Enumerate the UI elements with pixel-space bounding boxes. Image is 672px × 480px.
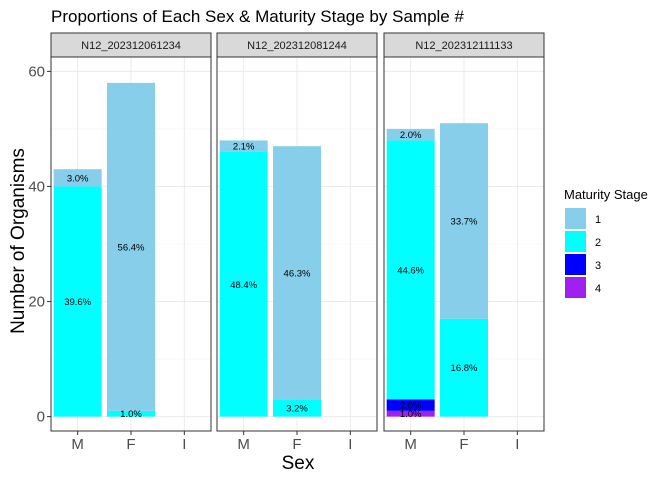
facet-strip-label: N12_202312081244 (247, 40, 347, 52)
bar-segment (386, 410, 435, 417)
bar-segment (386, 399, 435, 411)
bar-segment (107, 82, 155, 411)
bar-data-label: 3.2% (286, 403, 308, 414)
bar-data-label: 2.1% (233, 142, 255, 153)
legend-key-label: 3 (595, 260, 601, 272)
bar-segment (440, 123, 488, 319)
x-tick-label: M (237, 436, 250, 453)
x-tick-label: M (404, 436, 417, 453)
bar-segment (219, 151, 268, 417)
facet-strip (50, 32, 212, 58)
x-tick-label: F (459, 436, 468, 453)
bar-segment (107, 410, 155, 417)
bar-data-label: 2.0% (400, 401, 422, 412)
facet-strip (383, 32, 545, 58)
y-tick-label: 20 (28, 294, 45, 311)
bar-segment (53, 169, 102, 187)
legend-key-swatch (565, 231, 586, 252)
facet-panel: N12_202312081244 48.4% 2.1% 3.2% 46.3% M F I (216, 32, 378, 453)
x-tick-label: I (348, 436, 352, 453)
legend: Maturity Stage 1 2 3 4 (564, 187, 648, 298)
facet-strip-label: N12_202312111133 (415, 40, 512, 52)
bar-data-label: 3.0% (67, 173, 89, 184)
legend-key-swatch (565, 254, 586, 275)
bar-data-label: 1.0% (400, 409, 422, 420)
facet-panel: N12_2023121111331.0%2.0%44.6%2.0%16.8%33… (383, 32, 545, 453)
bar-data-label: 48.4% (230, 280, 257, 291)
y-tick-label: 60 (28, 63, 45, 80)
x-axis-title: Sex (282, 453, 315, 474)
legend-key-label: 2 (595, 237, 601, 249)
bar-data-label: 56.4% (118, 242, 145, 253)
bar-segment (273, 399, 321, 417)
bar-data-label: 16.8% (451, 363, 478, 374)
legend-keys: 1 2 3 4 (565, 208, 601, 298)
bar-segment (440, 318, 488, 417)
bar-data-label: 1.0% (120, 409, 142, 420)
x-tick-label: F (126, 436, 135, 453)
facet-panels: 0 20 40 60 N12_202312061234 39.6% 3.0% 1.0% 56.4… (28, 32, 545, 453)
x-tick-label: I (515, 436, 519, 453)
bar-data-label: 33.7% (451, 216, 478, 227)
bar-segment (53, 186, 102, 417)
bar-segment (219, 140, 268, 152)
y-axis-title: Number of Organisms (8, 148, 29, 334)
x-tick-label: I (182, 436, 186, 453)
bar-data-label: 46.3% (284, 268, 311, 279)
y-tick-label: 40 (28, 178, 45, 195)
legend-title: Maturity Stage (564, 187, 648, 202)
x-tick-label: M (71, 436, 84, 453)
bar-segment (273, 146, 321, 400)
bar-segment (386, 128, 435, 141)
y-tick-label: 0 (37, 409, 45, 426)
bar-data-label: 44.6% (397, 265, 424, 276)
bar-data-label: 2.0% (400, 130, 422, 141)
facet-strip-label: N12_202312061234 (81, 40, 181, 52)
x-tick-label: F (292, 436, 301, 453)
legend-key-swatch (565, 208, 586, 229)
bar-segment (386, 140, 435, 400)
legend-key-label: 1 (595, 214, 601, 226)
legend-key-swatch (565, 277, 586, 298)
legend-key-label: 4 (595, 283, 601, 295)
facet-panel: N12_202312061234 39.6% 3.0% 1.0% 56.4% M F I (50, 32, 212, 453)
chart-title: Proportions of Each Sex & Maturity Stage… (51, 7, 464, 26)
bar-data-label: 39.6% (64, 297, 91, 308)
